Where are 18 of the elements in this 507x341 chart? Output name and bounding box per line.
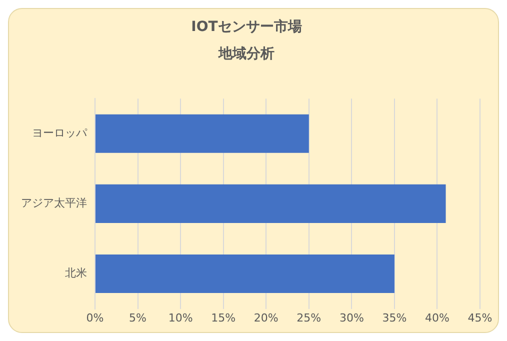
- y-tick-label: ヨーロッパ: [32, 126, 88, 140]
- bar: [96, 184, 446, 223]
- x-tick-label: 45%: [468, 311, 492, 324]
- x-tick-label: 5%: [129, 311, 147, 324]
- x-tick-label: 10%: [168, 311, 193, 324]
- chart-subtitle: 地域分析: [218, 46, 274, 62]
- bar: [96, 114, 309, 153]
- bar: [96, 254, 394, 294]
- y-tick-label: アジア太平洋: [21, 196, 87, 210]
- x-tick-label: 25%: [296, 311, 322, 324]
- x-tick-label: 35%: [382, 311, 407, 324]
- x-tick-label: 15%: [211, 311, 236, 324]
- chart-title: IOTセンサー市場: [191, 18, 302, 36]
- x-tick-label: 40%: [424, 311, 450, 324]
- x-tick-label: 30%: [339, 311, 364, 324]
- y-tick-label: 北米: [65, 266, 87, 280]
- x-tick-label: 20%: [254, 311, 278, 324]
- x-tick-label: 0%: [86, 311, 104, 324]
